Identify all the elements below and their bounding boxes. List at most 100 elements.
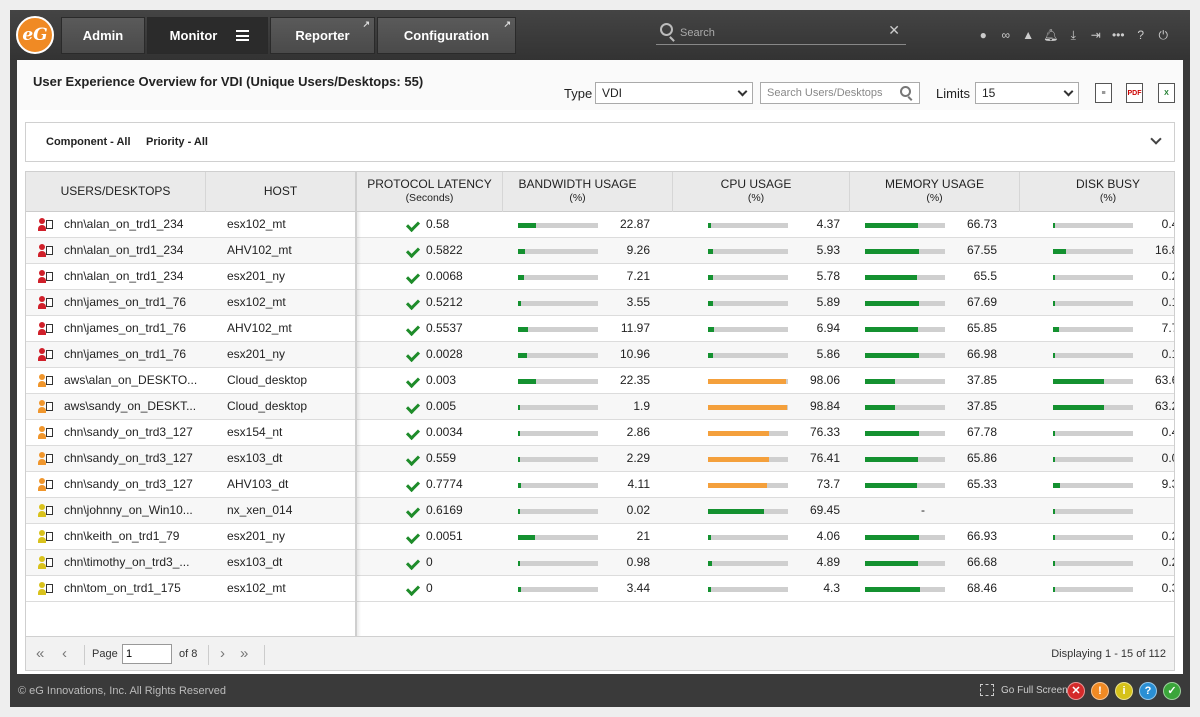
table-row[interactable]: chn\james_on_trd1_76 AHV102_mt 0.5537 11.97…	[26, 316, 1174, 342]
mem-bar	[865, 275, 945, 280]
table-row[interactable]: chn\james_on_trd1_76 esx201_ny 0.0028 10.96…	[26, 342, 1174, 368]
limits-select[interactable]: 15	[975, 82, 1079, 104]
cpu-value: 5.89	[816, 295, 840, 309]
user-search-input[interactable]	[767, 86, 897, 100]
column-header-latency[interactable]: PROTOCOL LATENCY (Seconds)	[357, 172, 503, 212]
power-icon[interactable]: ⏻	[1158, 28, 1169, 42]
link-icon[interactable]: ∞	[1001, 28, 1011, 42]
alert-icon[interactable]: ▲	[1022, 28, 1035, 42]
disk-bar-fill	[1053, 223, 1055, 228]
column-header-disk[interactable]: DISK BUSY (%)	[1075, 177, 1141, 204]
component-filter[interactable]: Component - All	[46, 136, 131, 148]
minor-status-icon[interactable]: i	[1115, 682, 1133, 700]
unknown-status-icon[interactable]: ?	[1139, 682, 1157, 700]
table-row[interactable]: aws\alan_on_DESKTO... Cloud_desktop 0.003 2…	[26, 368, 1174, 394]
priority-filter[interactable]: Priority - All	[146, 136, 208, 148]
limits-label: Limits	[936, 86, 970, 101]
export-icon[interactable]: ≡	[1095, 83, 1112, 103]
table-row[interactable]: chn\sandy_on_trd3_127 AHV103_dt 0.7774 4.11…	[26, 472, 1174, 498]
desktop-shape	[46, 532, 53, 541]
disk-bar-fill	[1053, 431, 1055, 436]
cpu-bar-fill	[708, 275, 713, 280]
chevron-down-icon	[737, 86, 748, 97]
next-page-icon[interactable]: ›	[220, 645, 225, 662]
search-icon[interactable]	[900, 86, 911, 97]
mem-bar	[865, 587, 945, 592]
table-row[interactable]: chn\james_on_trd1_76 esx102_mt 0.5212 3.55 5…	[26, 290, 1174, 316]
table-row[interactable]: chn\alan_on_trd1_234 esx102_mt 0.58 22.87 4.…	[26, 212, 1174, 238]
type-select[interactable]: VDI	[595, 82, 753, 104]
mem-value: 65.85	[966, 321, 997, 335]
column-header-bandwidth[interactable]: BANDWIDTH USAGE (%)	[503, 172, 673, 212]
user-icon[interactable]: ●	[979, 28, 987, 42]
sign-in-icon[interactable]: ⇥	[1090, 28, 1101, 42]
clear-icon[interactable]: ✕	[888, 22, 900, 38]
tab-reporter[interactable]: Reporter ↗	[270, 17, 375, 54]
disk-bar	[1053, 223, 1133, 228]
bw-bar-fill	[518, 353, 527, 358]
critical-status-icon[interactable]: ✕	[1067, 682, 1085, 700]
chevron-down-icon[interactable]	[1150, 133, 1162, 145]
disk-bar-fill	[1053, 535, 1055, 540]
table-row[interactable]: chn\sandy_on_trd3_127 esx154_nt 0.0034 2.86…	[26, 420, 1174, 446]
cpu-bar-fill	[708, 379, 787, 384]
cpu-bar	[708, 301, 788, 306]
table-row[interactable]: chn\timothy_on_trd3_... esx103_dt 0 0.98 4.8…	[26, 550, 1174, 576]
cpu-bar	[708, 249, 788, 254]
bw-value: 0.02	[626, 503, 650, 517]
desktop-shape	[46, 402, 53, 411]
pdf-icon[interactable]: PDF	[1126, 83, 1143, 103]
more-icon[interactable]: •••	[1111, 28, 1125, 42]
check-icon	[405, 529, 421, 545]
bw-bar	[518, 301, 598, 306]
column-header-users[interactable]: USERS/DESKTOPS	[26, 172, 206, 212]
tab-admin[interactable]: Admin	[61, 17, 145, 54]
user-name: chn\alan_on_trd1_234	[64, 217, 184, 231]
excel-icon[interactable]: X	[1158, 83, 1175, 103]
major-status-icon[interactable]: !	[1091, 682, 1109, 700]
mem-bar	[865, 405, 945, 410]
column-header-cpu[interactable]: CPU USAGE (%)	[673, 172, 850, 212]
column-header-memory[interactable]: MEMORY USAGE (%)	[850, 172, 1020, 212]
disk-bar-fill	[1053, 561, 1055, 566]
global-search-input[interactable]	[680, 25, 870, 41]
table-row[interactable]: aws\sandy_on_DESKT... Cloud_desktop 0.005 1…	[26, 394, 1174, 420]
eg-logo[interactable]: eG	[16, 16, 54, 54]
cpu-value: 4.37	[816, 217, 840, 231]
table-row[interactable]: chn\tom_on_trd1_175 esx102_mt 0 3.44 4.3 68.4…	[26, 576, 1174, 602]
user-name: chn\james_on_trd1_76	[64, 347, 187, 361]
mem-value: 65.33	[966, 477, 997, 491]
first-page-icon[interactable]: «	[36, 645, 45, 662]
host-name: esx103_dt	[227, 451, 283, 465]
fullscreen-icon[interactable]	[980, 684, 994, 696]
disk-bar-fill	[1053, 275, 1055, 280]
bw-bar	[518, 457, 598, 462]
table-row[interactable]: chn\sandy_on_trd3_127 esx103_dt 0.559 2.29 7…	[26, 446, 1174, 472]
fullscreen-button[interactable]: Go Full Screen	[1001, 685, 1068, 696]
tab-monitor[interactable]: Monitor	[147, 17, 268, 54]
bw-value: 22.87	[619, 217, 650, 231]
user-name: chn\sandy_on_trd3_127	[64, 477, 193, 491]
table-row[interactable]: chn\keith_on_trd1_79 esx201_ny 0.0051 21 4.0…	[26, 524, 1174, 550]
last-page-icon[interactable]: »	[240, 645, 249, 662]
host-name: AHV103_dt	[227, 477, 289, 491]
column-header-host[interactable]: HOST	[206, 172, 356, 212]
help-icon[interactable]: ?	[1137, 28, 1145, 42]
tab-configuration[interactable]: Configuration ↗	[377, 17, 516, 54]
menu-icon[interactable]	[236, 30, 249, 41]
disk-value: 0.25	[1161, 269, 1174, 283]
prev-page-icon[interactable]: ‹	[62, 645, 67, 662]
normal-status-icon[interactable]: ✓	[1163, 682, 1181, 700]
latency-value: 0	[426, 555, 433, 569]
disk-bar-fill	[1053, 327, 1060, 332]
download-icon[interactable]: ⤓	[1070, 28, 1076, 42]
user-name: chn\sandy_on_trd3_127	[64, 451, 193, 465]
bw-bar	[518, 379, 598, 384]
table-row[interactable]: chn\alan_on_trd1_234 AHV102_mt 0.5822 9.26 5…	[26, 238, 1174, 264]
table-row[interactable]: chn\johnny_on_Win10... nx_xen_014 0.6169 0.…	[26, 498, 1174, 524]
cpu-value: 5.78	[816, 269, 840, 283]
bell-icon[interactable]: 🔔︎	[1043, 28, 1059, 42]
table-row[interactable]: chn\alan_on_trd1_234 esx201_ny 0.0068 7.21 5…	[26, 264, 1174, 290]
page-number-input[interactable]	[122, 644, 172, 664]
user-body-shape	[38, 589, 46, 595]
